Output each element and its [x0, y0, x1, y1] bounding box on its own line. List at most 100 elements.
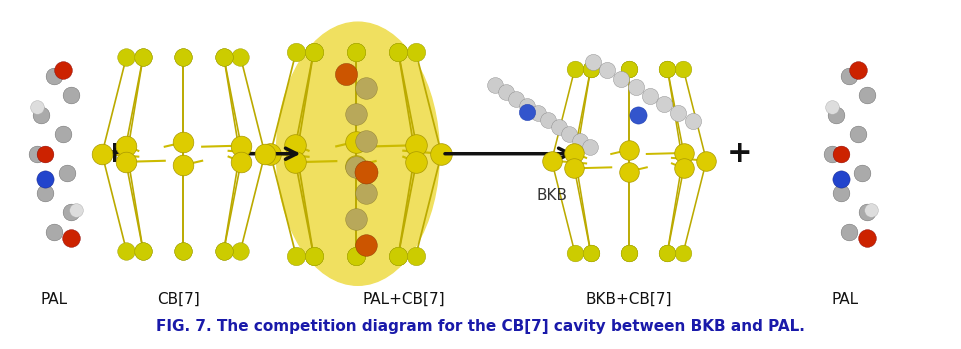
- Text: +: +: [102, 139, 127, 168]
- Point: [216, 54, 232, 60]
- Point: [306, 253, 321, 258]
- Point: [60, 170, 75, 176]
- Point: [348, 49, 363, 55]
- Point: [176, 248, 191, 253]
- Point: [216, 248, 232, 253]
- Point: [348, 164, 363, 170]
- Point: [585, 59, 601, 65]
- Point: [63, 235, 79, 241]
- Point: [859, 92, 875, 98]
- Point: [583, 66, 599, 71]
- Point: [408, 142, 424, 148]
- Point: [306, 49, 321, 55]
- Point: [136, 54, 151, 60]
- Point: [825, 104, 840, 110]
- Text: CB[7]: CB[7]: [158, 292, 200, 307]
- Point: [583, 250, 599, 255]
- Point: [118, 159, 134, 165]
- Point: [833, 151, 849, 156]
- Point: [676, 165, 691, 171]
- Point: [348, 253, 363, 258]
- Point: [358, 86, 374, 91]
- Point: [37, 176, 53, 181]
- Point: [348, 49, 363, 55]
- Point: [233, 248, 248, 253]
- Point: [540, 117, 555, 122]
- Point: [519, 103, 534, 109]
- Point: [828, 112, 844, 118]
- Point: [699, 158, 714, 163]
- Point: [671, 110, 686, 116]
- Point: [233, 54, 248, 60]
- Point: [600, 68, 615, 73]
- Point: [630, 112, 646, 117]
- Point: [216, 248, 232, 253]
- Point: [29, 104, 44, 110]
- Point: [287, 142, 303, 148]
- Point: [118, 143, 134, 148]
- Point: [551, 124, 566, 129]
- Point: [68, 207, 84, 213]
- Point: [287, 159, 303, 165]
- Point: [622, 66, 637, 71]
- Point: [676, 150, 691, 156]
- Point: [63, 209, 79, 215]
- Text: PAL+CB[7]: PAL+CB[7]: [362, 292, 445, 307]
- Point: [842, 229, 857, 235]
- Point: [685, 118, 701, 124]
- Point: [55, 132, 70, 137]
- Point: [288, 49, 304, 55]
- Point: [136, 248, 151, 253]
- Point: [487, 82, 503, 88]
- Point: [258, 151, 273, 156]
- Point: [288, 253, 304, 258]
- Point: [642, 93, 657, 99]
- Point: [656, 102, 672, 107]
- Point: [833, 190, 849, 195]
- Point: [176, 248, 191, 253]
- Point: [306, 49, 321, 55]
- Point: [659, 250, 675, 255]
- Point: [622, 169, 637, 174]
- Point: [46, 229, 62, 235]
- Point: [659, 66, 675, 71]
- Point: [136, 54, 151, 60]
- Point: [408, 253, 424, 258]
- Point: [676, 250, 691, 255]
- Point: [29, 151, 44, 156]
- Point: [842, 73, 857, 79]
- Point: [348, 216, 363, 222]
- Point: [94, 151, 110, 156]
- Point: [176, 162, 191, 168]
- Text: +: +: [727, 139, 752, 168]
- Point: [390, 49, 406, 55]
- Point: [306, 253, 321, 258]
- Point: [572, 138, 587, 143]
- Point: [567, 150, 582, 156]
- Point: [850, 132, 866, 137]
- Text: PAL: PAL: [831, 292, 858, 307]
- Point: [63, 92, 79, 98]
- Point: [863, 207, 878, 213]
- Point: [408, 159, 424, 165]
- Point: [176, 140, 191, 145]
- Point: [176, 54, 191, 60]
- Point: [390, 253, 406, 258]
- Point: [262, 151, 278, 156]
- Point: [508, 96, 524, 102]
- Point: [498, 89, 513, 95]
- Point: [622, 250, 637, 255]
- Point: [544, 158, 559, 163]
- Point: [348, 253, 363, 258]
- Point: [613, 76, 628, 82]
- Point: [530, 110, 545, 116]
- Point: [358, 169, 374, 175]
- Point: [234, 159, 249, 165]
- Point: [659, 250, 675, 255]
- Point: [358, 242, 374, 247]
- Point: [119, 248, 135, 253]
- Point: [859, 209, 875, 215]
- Point: [622, 250, 637, 255]
- Ellipse shape: [277, 22, 439, 285]
- Point: [338, 71, 354, 76]
